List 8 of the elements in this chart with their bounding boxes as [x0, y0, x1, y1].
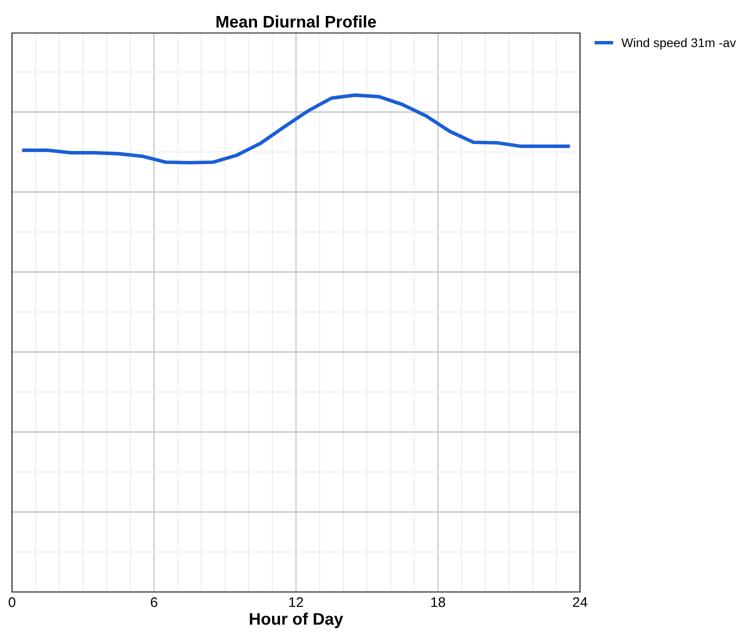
x-axis-title: Hour of Day — [250, 612, 344, 628]
chart-title: Mean Diurnal Profile — [216, 15, 376, 28]
x-tick-label: 24 — [572, 597, 588, 607]
x-tick-label: 6 — [150, 597, 158, 608]
x-tick-label: 12 — [289, 597, 304, 607]
x-tick-label: 0 — [8, 597, 16, 608]
legend-label: Wind speed 31m -av — [621, 38, 736, 50]
x-tick-label: 18 — [431, 597, 446, 608]
